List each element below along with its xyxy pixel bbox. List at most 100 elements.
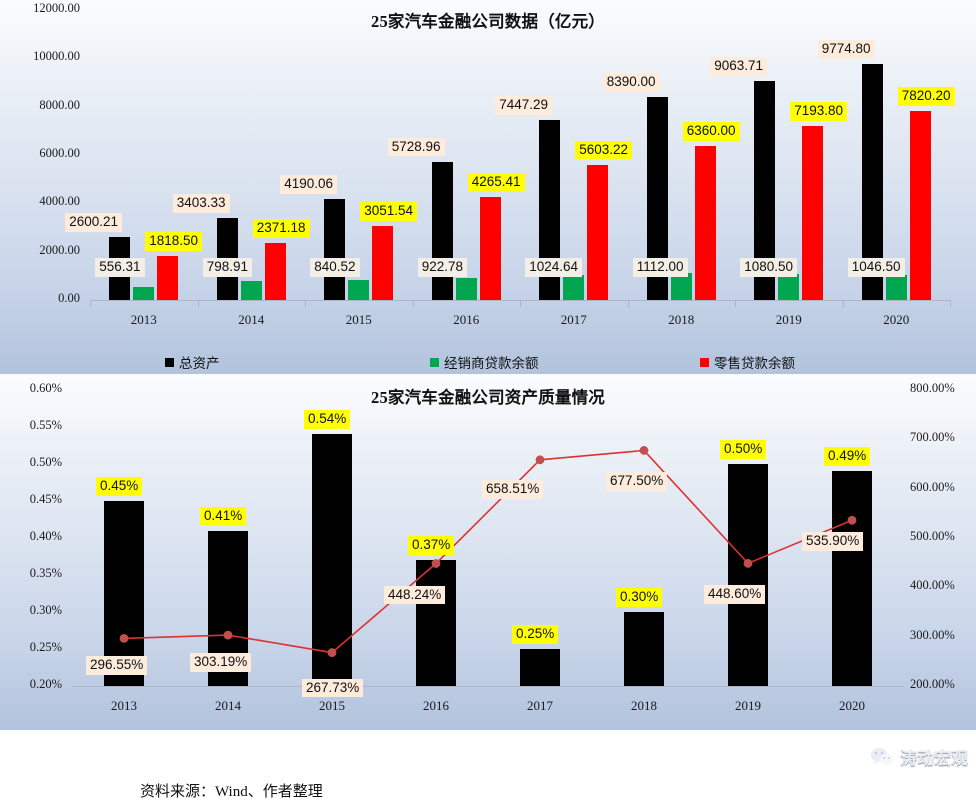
chart2-line-label-2017: 658.51% [482,479,544,499]
chart1-label-经销商贷款余额-2017: 1024.64 [525,258,583,277]
chart2-line-marker-2017 [535,455,545,465]
chart1-label-零售贷款余额-2014: 2371.18 [252,218,310,238]
chart2-line-label-2016: 448.24% [384,585,446,605]
chart2-y-tick-right: 500.00% [910,529,955,543]
chart1-x-label-2018: 2018 [668,312,695,327]
chart1-x-label-2014: 2014 [238,312,265,327]
chart1-bar-经销商贷款余额-2018 [670,273,692,300]
chart1-label-零售贷款余额-2018: 6360.00 [682,122,740,142]
chart1-x-label-2017: 2017 [560,312,587,327]
chart1-y-tick: 8000.00 [39,97,80,112]
chart1-x-tickmark [627,300,629,307]
chart1-title: 25家汽车金融公司数据（亿元） [371,12,605,31]
chart2-y-tick-left: 0.60% [29,381,62,395]
chart1-bar-经销商贷款余额-2020 [885,274,907,300]
chart1-x-tickmark [305,300,306,307]
chart1-y-tick: 12000.00 [33,1,80,15]
chart1-bar-零售贷款余额-2018 [694,146,716,300]
chart2-line-label-2019: 448.60% [704,585,766,605]
chart2-title: 25家汽车金融公司资产质量情况 [371,388,605,407]
source-note: 资料来源：Wind、作者整理 [140,784,323,800]
chart2-bar-2017 [520,649,560,686]
footer-band [0,730,976,812]
chart1-x-label-2020: 2020 [883,312,910,327]
chart1-bar-零售贷款余额-2013 [157,256,179,300]
chart1-label-总资产-2015: 4190.06 [280,174,338,194]
chart1-label-经销商贷款余额-2016: 922.78 [417,258,468,277]
chart1-bar-零售贷款余额-2016 [479,196,501,300]
chart2-x-label-2013: 2013 [111,698,137,713]
chart1-x-label-2013: 2013 [130,312,157,327]
chart1-y-tick: 0.00 [58,291,80,305]
chart2-baseline [72,686,904,687]
chart2-line-series [119,446,857,657]
chart1-label-总资产-2019: 9063.71 [710,56,768,76]
chart1-y-tick: 6000.00 [39,146,80,160]
chart1-bar-总资产-2016 [431,161,453,300]
chart1-legend-item-经销商贷款余额: 经销商贷款余额 [430,352,539,372]
chart2-line-label-2018: 677.50% [606,472,668,492]
chart1-bar-零售贷款余额-2015 [372,226,394,300]
chart1-label-经销商贷款余额-2015: 840.52 [310,258,360,277]
chart1-bar-零售贷款余额-2014 [264,242,286,300]
chart2-y-tick-right: 400.00% [910,578,955,593]
chart1-x-tickmark [735,300,736,307]
chart1-x-tickmark [520,300,521,307]
chart1-bar-零售贷款余额-2017 [587,164,609,300]
chart1-legend-swatch-零售贷款余额 [700,357,709,367]
watermark: 涛动宏观 [870,744,968,769]
chart-panel-assets: 25家汽车金融公司数据（亿元） 12000.00 10000.00 8000.00 6… [0,0,976,374]
chart2-y-tick-right: 700.00% [910,430,955,445]
chart1-x-label-2015: 2015 [345,312,372,327]
chart1-bar-零售贷款余额-2020 [909,111,931,300]
chart1-legend-swatch-经销商贷款余额 [430,357,439,367]
chart1-legend-label-经销商贷款余额: 经销商贷款余额 [444,356,539,371]
chart1-bar-总资产-2015 [324,198,346,300]
chart1-bar-经销商贷款余额-2015 [348,279,370,300]
chart1-bar-总资产-2017 [539,120,561,300]
chart2-bar-label-2017: 0.25% [512,625,559,644]
chart2-x-label-2019: 2019 [735,698,761,713]
chart1-label-总资产-2020: 9774.80 [817,39,875,59]
chart1-bar-零售贷款余额-2019 [802,126,824,300]
chart2-x-label-2018: 2018 [631,698,657,713]
chart2-bar-label-2013: 0.45% [96,477,143,496]
chart2-line-label-2014: 303.19% [190,653,252,672]
chart1-bar-总资产-2018 [646,97,668,300]
chart2-x-label-2016: 2016 [423,698,449,713]
chart1-bar-总资产-2020 [861,63,883,300]
chart2-y-tick-left: 0.30% [29,603,62,617]
chart1-label-零售贷款余额-2020: 7820.20 [897,87,955,106]
chart1-x-label-2019: 2019 [775,312,802,327]
chart2-bar-label-2020: 0.49% [824,447,871,467]
chart1-label-总资产-2016: 5728.96 [387,137,445,157]
chart2-y-tick-left: 0.25% [29,640,62,654]
chart2-line-label-2013: 296.55% [86,656,148,676]
chart2-x-label-2020: 2020 [839,698,865,713]
chart1-label-总资产-2014: 3403.33 [172,193,230,213]
chart1-x-label-2016: 2016 [453,312,480,327]
chart2-bar-2015 [312,434,352,686]
chart2-bar-label-2016: 0.37% [408,536,455,556]
chart1-bar-经销商贷款余额-2019 [778,273,800,300]
watermark-label: 涛动宏观 [900,749,968,768]
chart2-bar-label-2018: 0.30% [616,588,663,607]
chart1-y-tick: 10000.00 [33,49,80,64]
chart1-label-经销商贷款余额-2020: 1046.50 [847,258,905,277]
chart1-label-经销商贷款余额-2013: 556.31 [95,258,145,277]
chart1-label-总资产-2017: 7447.29 [495,96,553,115]
chart1-label-经销商贷款余额-2014: 798.91 [202,258,253,277]
chart1-y-tick: 4000.00 [39,194,80,209]
chart2-y-tick-left: 0.45% [29,492,62,506]
chart1-bar-经销商贷款余额-2013 [133,286,155,300]
chart2-line-marker-2018 [639,446,649,455]
chart1-bar-经销商贷款余额-2017 [563,275,585,300]
chart1-legend-item-零售贷款余额: 零售贷款余额 [700,352,795,372]
chart2-y-tick-right: 800.00% [910,381,955,395]
chart2-line-label-2015: 267.73% [302,678,364,698]
wechat-icon [870,747,894,767]
chart2-bar-2020 [832,471,872,686]
chart2-line-label-2020: 535.90% [802,532,864,552]
chart1-label-零售贷款余额-2013: 1818.50 [145,232,203,251]
chart2-bar-2019 [728,464,768,686]
